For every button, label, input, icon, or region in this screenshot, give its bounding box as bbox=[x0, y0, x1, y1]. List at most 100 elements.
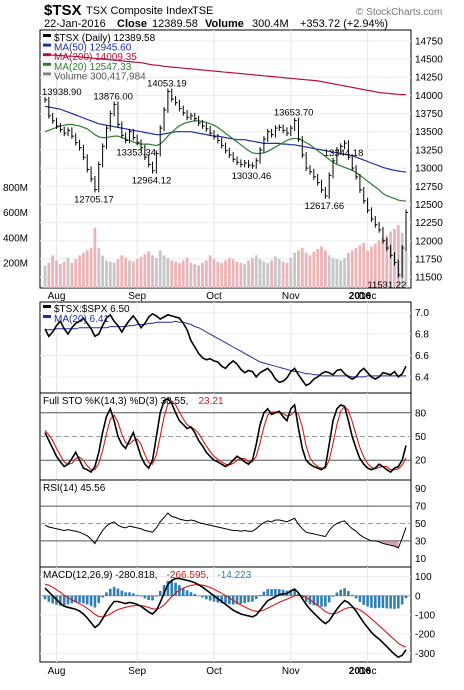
volume-bar bbox=[328, 255, 331, 288]
volume-bar bbox=[117, 259, 120, 288]
macd-histogram-bar bbox=[205, 596, 208, 599]
volume-bar bbox=[163, 255, 166, 288]
volume-bar bbox=[140, 257, 143, 288]
macd-histogram-bar bbox=[209, 596, 212, 601]
close-value: 12389.58 bbox=[152, 18, 198, 30]
volume-bar bbox=[44, 265, 47, 288]
volume-bar bbox=[55, 260, 58, 288]
macd-histogram-bar bbox=[320, 596, 323, 607]
macd-histogram-bar bbox=[370, 596, 373, 608]
volume-tick-label: 800M bbox=[3, 183, 28, 194]
volume-bar bbox=[155, 258, 158, 288]
macd-histogram-bar bbox=[86, 596, 89, 605]
price-annotation: 13938.90 bbox=[42, 87, 82, 98]
price-swatch-1 bbox=[43, 44, 51, 47]
volume-bar bbox=[320, 247, 323, 288]
price-x-label: Nov bbox=[282, 291, 300, 302]
sto-tick-label: 50 bbox=[415, 432, 427, 443]
volume-bar bbox=[362, 243, 365, 288]
volume-tick-label: 200M bbox=[3, 258, 28, 269]
macd-histogram-bar bbox=[151, 596, 154, 601]
price-tick-label: 14500 bbox=[415, 55, 443, 66]
macd-legend-0: MACD(12,26,9) -280.818, bbox=[43, 570, 158, 581]
volume-bar bbox=[124, 258, 127, 288]
macd-histogram-bar bbox=[147, 596, 150, 600]
macd-x-label: Nov bbox=[282, 666, 300, 677]
volume-bar bbox=[90, 248, 93, 288]
macd-histogram-bar bbox=[190, 592, 193, 596]
volume-bar bbox=[197, 265, 200, 288]
index-name: TSX Composite Index bbox=[86, 5, 193, 17]
macd-histogram-bar bbox=[48, 596, 51, 602]
macd-histogram-bar bbox=[101, 596, 104, 598]
macd-histogram-bar bbox=[170, 581, 173, 596]
ratio-swatch-0 bbox=[43, 305, 51, 308]
volume-bar bbox=[359, 245, 362, 288]
volume-bar bbox=[282, 262, 285, 288]
volume-bar bbox=[255, 255, 258, 288]
volume-bar bbox=[147, 252, 150, 288]
exchange-label: TSE bbox=[192, 5, 213, 17]
price-x-label: Oct bbox=[206, 291, 222, 302]
volume-bar bbox=[339, 260, 342, 288]
macd-tick-label: -100 bbox=[415, 610, 435, 621]
macd-histogram-bar bbox=[155, 596, 158, 597]
price-swatch-3 bbox=[43, 63, 51, 66]
volume-bar bbox=[266, 263, 269, 288]
price-tick-label: 14750 bbox=[415, 36, 443, 47]
macd-histogram-bar bbox=[270, 589, 273, 596]
macd-histogram-bar bbox=[328, 596, 331, 603]
chart-panels: 1150011750120001225012500127501300013250… bbox=[3, 30, 443, 677]
volume-bar bbox=[70, 263, 73, 288]
volume-bar bbox=[332, 258, 335, 288]
volume-bar bbox=[78, 255, 81, 288]
volume-bar bbox=[67, 258, 70, 288]
macd-histogram-bar bbox=[240, 596, 243, 604]
ratio-tick-label: 6.6 bbox=[415, 351, 429, 362]
volume-bar bbox=[190, 263, 193, 288]
macd-histogram-bar bbox=[355, 596, 358, 599]
volume-bar bbox=[143, 254, 146, 288]
volume-bar bbox=[105, 260, 108, 288]
macd-histogram-bar bbox=[159, 591, 162, 596]
price-legend-4: Volume 300,417,984 bbox=[54, 71, 146, 82]
macd-histogram-bar bbox=[243, 596, 246, 603]
price-tick-label: 13000 bbox=[415, 164, 443, 175]
macd-histogram-bar bbox=[263, 592, 266, 596]
sto-tick-label: 20 bbox=[415, 456, 427, 467]
volume-bar bbox=[243, 264, 246, 288]
macd-histogram-bar bbox=[193, 594, 196, 596]
volume-bar bbox=[186, 258, 189, 288]
price-tick-label: 12750 bbox=[415, 182, 443, 193]
volume-bar bbox=[63, 262, 66, 288]
macd-histogram-bar bbox=[44, 596, 47, 599]
volume-bar bbox=[201, 263, 204, 288]
macd-histogram-bar bbox=[385, 596, 388, 609]
volume-bar bbox=[109, 262, 112, 288]
macd-histogram-bar bbox=[389, 596, 392, 609]
rsi-tick-label: 90 bbox=[415, 484, 427, 495]
macd-histogram-bar bbox=[336, 593, 339, 596]
volume-bar bbox=[101, 255, 104, 288]
price-x-label: Sep bbox=[128, 291, 146, 302]
price-tick-label: 14000 bbox=[415, 91, 443, 102]
volume-bar bbox=[74, 259, 77, 288]
volume-bar bbox=[316, 249, 319, 288]
stockcharts-watermark: © StockCharts.com bbox=[356, 7, 442, 18]
volume-bar bbox=[170, 260, 173, 288]
volume-bar bbox=[94, 228, 97, 288]
macd-histogram-bar bbox=[247, 596, 250, 602]
volume-bar bbox=[347, 253, 350, 288]
volume-bar bbox=[301, 248, 304, 288]
macd-histogram-bar bbox=[374, 596, 377, 608]
price-tick-label: 12500 bbox=[415, 200, 443, 211]
macd-histogram-bar bbox=[359, 596, 362, 602]
volume-label: Volume bbox=[205, 18, 244, 30]
volume-tick-label: 400M bbox=[3, 233, 28, 244]
volume-bar bbox=[335, 259, 338, 288]
macd-histogram-bar bbox=[343, 588, 346, 596]
volume-bar bbox=[343, 258, 346, 288]
macd-histogram-bar bbox=[351, 595, 354, 596]
macd-x-label: Aug bbox=[48, 666, 66, 677]
